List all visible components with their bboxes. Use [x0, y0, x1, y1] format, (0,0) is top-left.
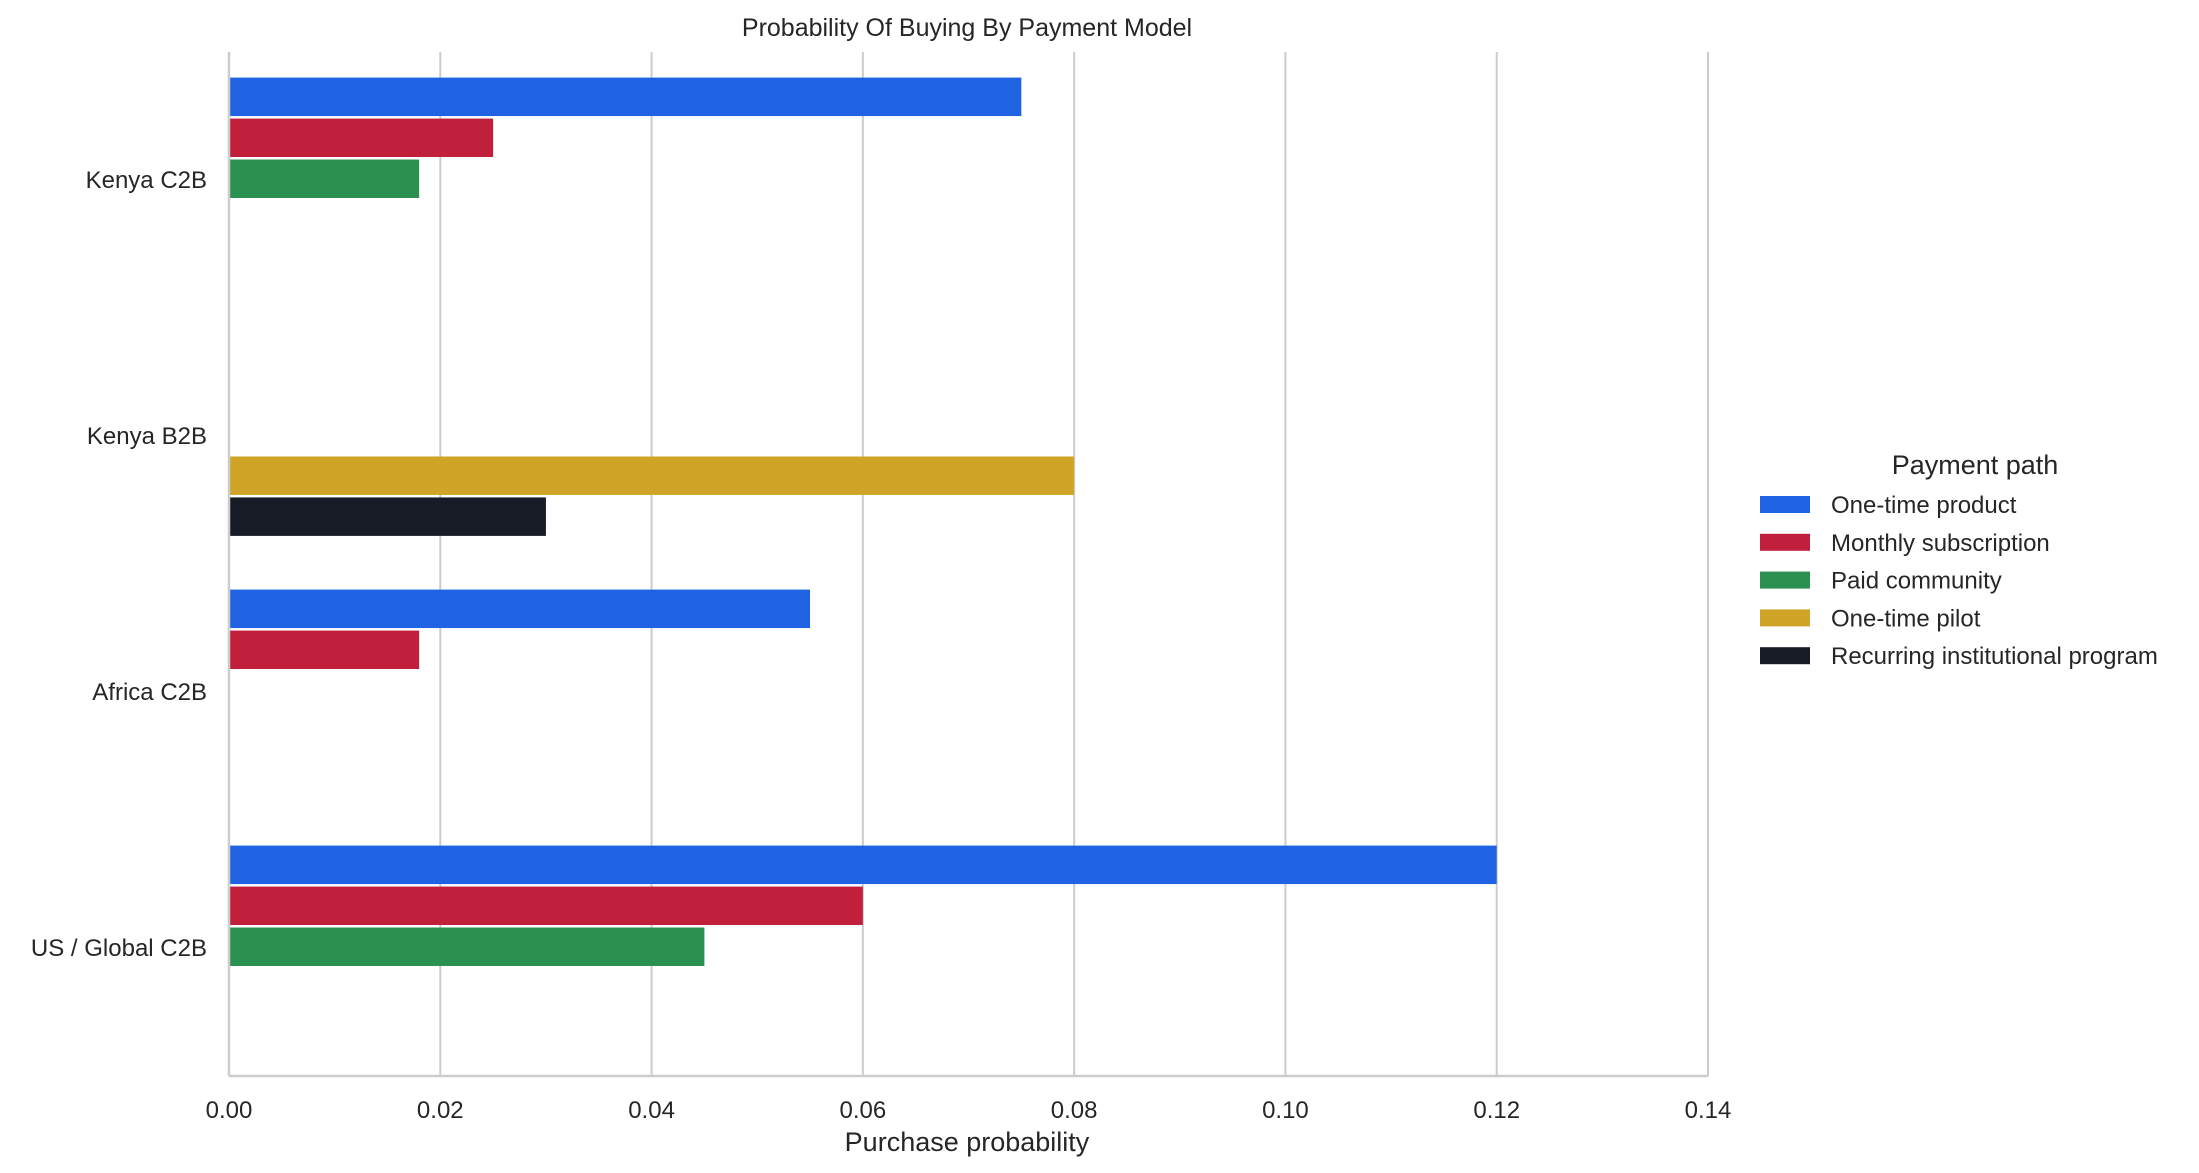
- x-axis-label: Purchase probability: [845, 1127, 1090, 1157]
- bar: [229, 927, 705, 966]
- x-tick-label: 0.04: [628, 1097, 675, 1124]
- legend-title: Payment path: [1892, 450, 2059, 480]
- bar: [229, 118, 494, 158]
- x-tick-label: 0.10: [1262, 1097, 1309, 1124]
- legend-label: One-time product: [1831, 492, 2017, 519]
- legend-label: Recurring institutional program: [1831, 643, 2158, 670]
- bar: [229, 497, 546, 536]
- bars: [229, 77, 1497, 966]
- grid-lines: [439, 52, 1709, 1076]
- legend-swatch: [1760, 647, 1810, 665]
- x-tick-label: 0.06: [839, 1097, 886, 1124]
- legend: Payment path One-time product Monthly sub…: [1760, 450, 2158, 670]
- x-tick-labels: 0.00 0.02 0.04 0.06 0.08 0.10 0.12 0.14: [206, 1097, 1732, 1124]
- axes: [227, 52, 1708, 1078]
- x-tick-label: 0.12: [1473, 1097, 1520, 1124]
- legend-swatch: [1760, 533, 1810, 551]
- chart-title: Probability Of Buying By Payment Model: [742, 14, 1192, 42]
- bar: [229, 159, 420, 198]
- legend-label: Paid community: [1831, 568, 2002, 595]
- y-tick-label: Kenya B2B: [87, 423, 207, 450]
- y-tick-label: US / Global C2B: [31, 935, 207, 962]
- legend-item: Recurring institutional program: [1760, 643, 2158, 670]
- legend-item: Monthly subscription: [1760, 530, 2050, 557]
- legend-swatch: [1760, 609, 1810, 627]
- legend-swatch: [1760, 496, 1810, 513]
- y-tick-label: Kenya C2B: [86, 167, 207, 194]
- bar: [229, 77, 1022, 117]
- legend-items: One-time product Monthly subscription Paid…: [1760, 492, 2158, 670]
- bar: [229, 845, 1497, 885]
- legend-item: One-time product: [1760, 492, 2017, 519]
- x-tick-label: 0.14: [1685, 1097, 1732, 1124]
- x-tick-label: 0.08: [1051, 1097, 1098, 1124]
- bar: [229, 630, 420, 670]
- x-tick-label: 0.02: [417, 1097, 464, 1124]
- x-tick-label: 0.00: [206, 1097, 253, 1124]
- y-tick-label: Africa C2B: [92, 679, 207, 706]
- legend-label: One-time pilot: [1831, 605, 1981, 632]
- bar: [229, 456, 1075, 495]
- y-tick-labels: Kenya C2B Kenya B2B Africa C2B US / Global …: [31, 167, 207, 962]
- legend-swatch: [1760, 571, 1810, 589]
- legend-item: One-time pilot: [1760, 605, 1981, 632]
- bar: [229, 589, 811, 629]
- bar: [229, 886, 863, 926]
- legend-item: Paid community: [1760, 568, 2002, 595]
- legend-label: Monthly subscription: [1831, 530, 2050, 557]
